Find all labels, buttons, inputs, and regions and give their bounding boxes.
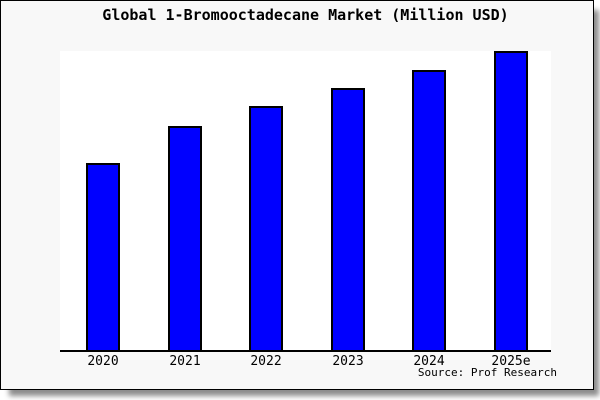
x-tick-label-2025e: 2025e (491, 354, 531, 369)
bar-2023 (331, 88, 365, 350)
chart-card: Global 1-Bromooctadecane Market (Million… (0, 0, 594, 390)
chart-title: Global 1-Bromooctadecane Market (Million… (102, 6, 509, 24)
x-tick-label-2021: 2021 (169, 354, 201, 369)
x-tick-label-2024: 2024 (413, 354, 445, 369)
x-tick-label-2023: 2023 (332, 354, 364, 369)
x-tick-label-2022: 2022 (250, 354, 282, 369)
plot-area (60, 51, 551, 352)
x-tick-label-2020: 2020 (87, 354, 119, 369)
bar-2021 (168, 126, 202, 350)
bar-2020 (86, 163, 120, 350)
source-note: Source: Prof Research (417, 366, 557, 379)
bar-2024 (412, 70, 446, 350)
bar-2025e (494, 51, 528, 350)
bar-2022 (249, 106, 283, 350)
